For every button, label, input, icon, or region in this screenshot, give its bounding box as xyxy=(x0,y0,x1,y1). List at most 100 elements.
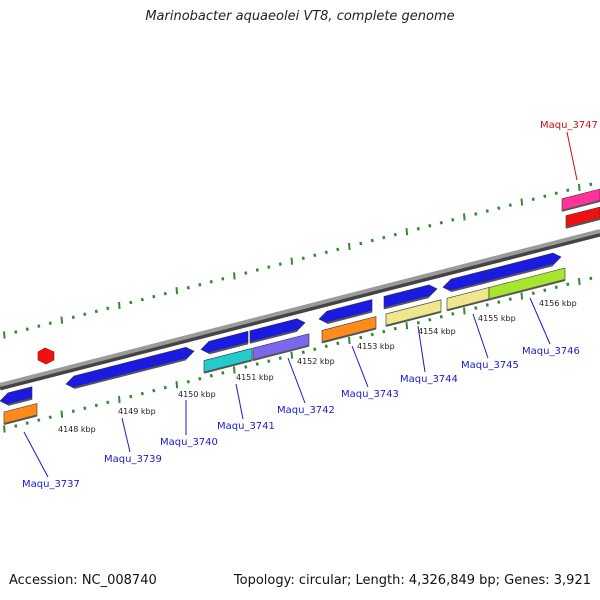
gene-maqu-3743 xyxy=(318,299,373,324)
gene-label-maqu-3739[interactable]: Maqu_3739 xyxy=(104,454,162,465)
tick-mark-lower xyxy=(37,418,41,422)
tick-mark-upper xyxy=(416,226,420,231)
tick-mark-lower xyxy=(163,385,167,390)
tick-mark-lower xyxy=(554,285,558,290)
tick-mark-upper xyxy=(405,228,409,236)
gene-label-maqu-3742[interactable]: Maqu_3742 xyxy=(277,405,335,416)
tick-mark-lower xyxy=(255,362,259,366)
gene-maqu-3747-feature xyxy=(565,206,600,229)
tick-mark-lower xyxy=(267,359,271,363)
tick-mark-upper xyxy=(463,213,466,221)
genome-backbone xyxy=(0,229,600,387)
gene-maqu-3743-shadow xyxy=(326,310,373,325)
tick-mark-upper xyxy=(543,194,547,198)
label-leaders xyxy=(23,131,578,478)
gene-label-maqu-3740[interactable]: Maqu_3740 xyxy=(160,437,218,448)
tick-mark-upper xyxy=(14,330,18,334)
tick-mark-upper xyxy=(554,191,558,196)
tick-mark-upper xyxy=(566,188,570,193)
tick-mark-lower xyxy=(71,409,75,414)
gene-label-maqu-3746[interactable]: Maqu_3746 xyxy=(522,346,580,357)
tick-mark-lower xyxy=(531,291,535,295)
gene-maqu-3744 xyxy=(383,284,438,309)
gene-label-maqu-3745[interactable]: Maqu_3745 xyxy=(461,360,519,371)
gene-maqu-3746 xyxy=(485,252,562,283)
gene-maqu-3747-feature-shadow xyxy=(565,218,600,229)
tick-mark-upper xyxy=(324,250,328,255)
tick-mark-lower xyxy=(301,350,305,354)
gene-maqu-3742-shadow xyxy=(249,329,298,344)
tick-mark-upper xyxy=(244,271,248,275)
tick-mark-upper xyxy=(370,238,374,243)
tick-mark-lower xyxy=(233,366,236,374)
tick-mark-lower xyxy=(439,315,443,319)
tick-mark-lower xyxy=(474,306,478,310)
gene-maqu-3742 xyxy=(249,318,306,344)
scale-label: 4150 kbp xyxy=(178,390,216,399)
tick-mark-lower xyxy=(129,394,133,399)
gene-maqu-3745-feature-shadow xyxy=(446,298,490,312)
gene-label-maqu-3741[interactable]: Maqu_3741 xyxy=(217,421,275,432)
gene-labels: Maqu_3737 Maqu_3739 Maqu_3740 Maqu_3741 … xyxy=(22,120,598,490)
tick-mark-lower xyxy=(290,351,294,359)
tick-mark-upper xyxy=(48,321,52,325)
gene-label-maqu-3747[interactable]: Maqu_3747 xyxy=(540,120,598,131)
gene-maqu-3741 xyxy=(200,330,249,354)
gene-label-maqu-3744[interactable]: Maqu_3744 xyxy=(400,374,458,385)
tick-mark-lower xyxy=(118,395,121,404)
gene-label-maqu-3743[interactable]: Maqu_3743 xyxy=(341,389,399,400)
tick-mark-upper xyxy=(336,247,340,252)
tick-mark-upper xyxy=(578,183,581,191)
red-marker xyxy=(37,347,55,365)
tick-mark-upper xyxy=(497,206,501,210)
tick-mark-lower xyxy=(175,381,179,389)
tick-mark-upper xyxy=(106,306,110,311)
tick-mark-lower xyxy=(416,320,420,325)
tick-mark-upper xyxy=(382,235,386,240)
gene-maqu-3737-shadow xyxy=(7,397,33,406)
leader-line xyxy=(529,297,551,345)
gene-maqu-3737-feature xyxy=(3,403,38,425)
tick-mark-upper xyxy=(152,294,156,299)
tick-mark-lower xyxy=(244,365,248,369)
tick-mark-lower xyxy=(578,277,581,285)
tick-mark-upper xyxy=(3,331,6,339)
tick-mark-lower xyxy=(497,300,501,304)
tick-mark-upper xyxy=(359,241,363,246)
tick-mark-upper xyxy=(255,268,259,272)
tick-mark-upper xyxy=(290,257,294,265)
topology-summary: Topology: circular; Length: 4,326,849 bp… xyxy=(233,573,591,588)
tick-mark-upper xyxy=(83,312,87,317)
page-title: Marinobacter aquaeolei VT8, complete gen… xyxy=(145,9,455,24)
tick-mark-lower xyxy=(25,421,29,425)
tick-mark-lower xyxy=(94,403,98,408)
tick-mark-lower xyxy=(152,388,156,393)
gene-maqu-3743-feature-shadow xyxy=(321,327,377,344)
gene-maqu-3737-feature-shadow xyxy=(3,414,38,425)
tick-mark-lower xyxy=(60,410,64,418)
tick-mark-upper xyxy=(508,203,512,207)
gene-label-maqu-3737[interactable]: Maqu_3737 xyxy=(22,479,80,490)
tick-mark-upper xyxy=(474,212,478,216)
tick-mark-upper xyxy=(233,272,236,280)
tick-mark-upper xyxy=(267,265,271,269)
tick-mark-upper xyxy=(186,285,190,290)
gene-maqu-3742-feature-shadow xyxy=(252,344,310,362)
gene-maqu-3744-shadow xyxy=(383,295,430,310)
leader-line xyxy=(121,417,131,453)
tick-mark-lower xyxy=(543,288,547,292)
gene-maqu-3740-shadow xyxy=(153,358,187,369)
tick-mark-lower xyxy=(313,347,317,352)
tick-mark-upper xyxy=(71,315,75,320)
tick-mark-upper xyxy=(221,277,225,281)
tick-mark-upper xyxy=(451,218,455,222)
tick-mark-lower xyxy=(463,307,466,315)
tick-mark-lower xyxy=(106,400,110,405)
tick-mark-upper xyxy=(485,209,489,213)
tick-mark-lower xyxy=(508,297,512,301)
scale-label: 4149 kbp xyxy=(118,407,156,416)
scale-label: 4154 kbp xyxy=(418,327,456,336)
tick-mark-upper xyxy=(37,324,41,328)
tick-mark-upper xyxy=(129,300,133,305)
